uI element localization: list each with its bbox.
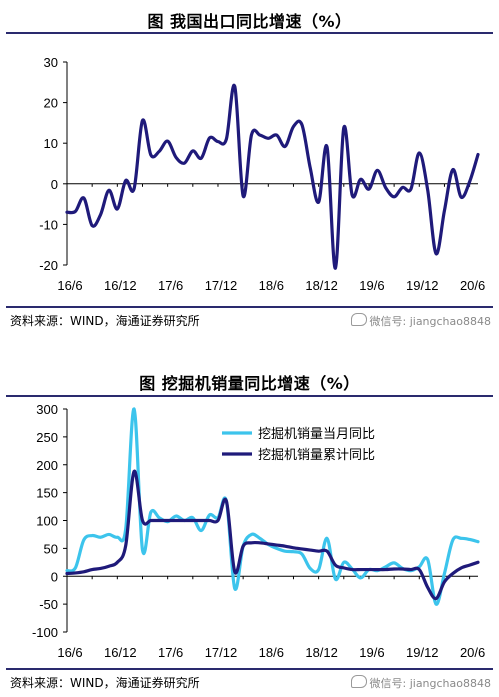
wechat-icon: [350, 675, 367, 688]
y-tick-label: -50: [39, 597, 58, 612]
legend-label: 挖掘机销量当月同比: [258, 427, 375, 442]
y-tick-label: 10: [44, 136, 58, 151]
y-tick-label: 150: [36, 486, 58, 501]
x-tick-label: 20/6: [460, 278, 485, 293]
legend-label: 挖掘机销量累计同比: [258, 448, 375, 463]
y-tick-label: 250: [36, 430, 58, 445]
source-rule: [6, 668, 493, 670]
excavator-sales-chart: 300 250 200 150 100 50 0 -50 -100 16/6 16/12 17/6 17…: [32, 402, 485, 660]
title-rule: [6, 395, 493, 397]
source-rule: [6, 306, 493, 308]
x-tick-label: 19/12: [406, 278, 439, 293]
x-tick-label: 17/6: [158, 645, 183, 660]
y-tick-label: -10: [39, 217, 58, 232]
x-tick-label: 18/12: [305, 645, 338, 660]
x-tick-label: 16/12: [104, 645, 137, 660]
x-tick-label: 16/12: [104, 278, 137, 293]
y-tick-label: -100: [32, 625, 58, 640]
wechat-icon: [350, 313, 367, 326]
series-line-2: [65, 469, 480, 601]
y-tick-label: 50: [44, 541, 58, 556]
x-tick-label: 18/12: [305, 278, 338, 293]
title-rule: [6, 32, 493, 34]
x-tick-label: 19/12: [406, 645, 439, 660]
export-growth-chart: 30 20 10 0 -10 -20 16/6 16/12 17/6 17/12 18/6 18/12…: [39, 55, 485, 293]
y-tick-label: 20: [44, 96, 58, 111]
y-tick-label: 0: [51, 569, 58, 584]
excavator-sales-panel: 图 挖掘机销量同比增速（%） 300 250 200 150 100 50 0 -50 -100…: [0, 362, 499, 697]
export-growth-panel: 图 我国出口同比增速（%） 30 20 10 0 -10 -20 16/6 16/12 17/6…: [0, 0, 499, 345]
watermark: 微信号: jiangchao8848: [350, 675, 492, 691]
x-tick-label: 18/6: [259, 278, 284, 293]
watermark-text: 微信号: jiangchao8848: [369, 315, 492, 328]
x-tick-label: 18/6: [259, 645, 284, 660]
x-tick-label: 19/6: [359, 645, 384, 660]
series-line-1: [65, 83, 480, 270]
x-tick-label: 16/6: [57, 645, 82, 660]
y-tick-label: -20: [39, 258, 58, 273]
y-tick-label: 0: [51, 177, 58, 192]
watermark: 微信号: jiangchao8848: [350, 313, 492, 329]
x-tick-label: 17/12: [205, 278, 238, 293]
y-tick-label: 200: [36, 458, 58, 473]
x-tick-label: 16/6: [57, 278, 82, 293]
source-note: 资料来源：WIND，海通证券研究所: [10, 676, 200, 690]
source-note: 资料来源：WIND，海通证券研究所: [10, 314, 200, 328]
y-tick-label: 300: [36, 402, 58, 417]
x-tick-label: 19/6: [359, 278, 384, 293]
chart-title: 图 挖掘机销量同比增速（%）: [139, 374, 360, 393]
y-tick-label: 30: [44, 55, 58, 70]
watermark-text: 微信号: jiangchao8848: [369, 677, 492, 690]
x-tick-label: 17/12: [205, 645, 238, 660]
x-tick-label: 17/6: [158, 278, 183, 293]
y-tick-label: 100: [36, 514, 58, 529]
chart-title: 图 我国出口同比增速（%）: [147, 12, 352, 31]
x-tick-label: 20/6: [460, 645, 485, 660]
